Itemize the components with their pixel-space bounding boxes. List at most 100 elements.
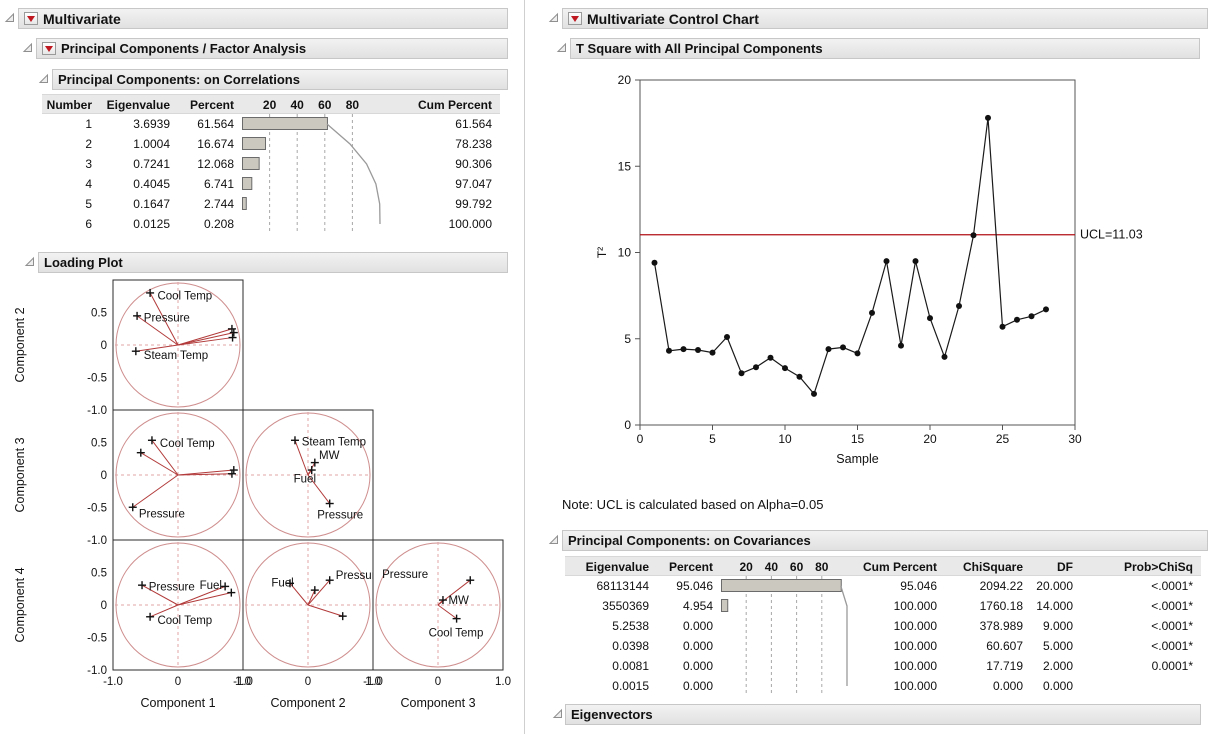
- table-cell: 100.000: [893, 679, 937, 693]
- scree-chart-covariances[interactable]: [721, 576, 849, 696]
- red-triangle-menu-icon[interactable]: [24, 12, 38, 25]
- data-point[interactable]: [854, 350, 861, 357]
- disclosure-triangle[interactable]: [548, 534, 559, 545]
- table-cell: 378.989: [979, 619, 1023, 633]
- data-point[interactable]: [999, 323, 1006, 330]
- tsquare-chart-canvas[interactable]: 0 5 10 15 20 0 5 10 15 20 25 30 UCL=11.03 T² Sample: [560, 60, 1212, 490]
- scree-bar[interactable]: [242, 197, 247, 210]
- disclosure-triangle[interactable]: [38, 73, 49, 84]
- data-point[interactable]: [956, 303, 962, 309]
- data-point[interactable]: [912, 258, 919, 265]
- data-point[interactable]: [840, 344, 846, 351]
- scree-axis-tick: 60: [789, 560, 804, 574]
- data-point[interactable]: [883, 258, 890, 265]
- section-title-control-chart: Multivariate Control Chart: [587, 10, 759, 27]
- y-tick-label: 10: [618, 246, 632, 260]
- y-tick-label: 15: [618, 159, 632, 173]
- data-point[interactable]: [941, 353, 948, 360]
- loading-vector: [437, 599, 444, 606]
- scree-bar[interactable]: [242, 177, 253, 190]
- table-cell: 68113144: [596, 579, 650, 593]
- scree-bar[interactable]: [242, 157, 260, 170]
- y-tick-label: 0.5: [91, 308, 107, 320]
- data-point[interactable]: [825, 346, 832, 353]
- disclosure-triangle[interactable]: [552, 708, 563, 719]
- data-point[interactable]: [724, 334, 730, 340]
- data-point[interactable]: [1014, 316, 1020, 323]
- data-point[interactable]: [738, 370, 745, 377]
- disclosure-triangle[interactable]: [24, 256, 35, 267]
- data-point[interactable]: [695, 347, 701, 353]
- table-cell: 100.000: [893, 639, 937, 653]
- table-cell: 5.000: [1042, 639, 1073, 653]
- table-cell: 0.000: [992, 679, 1023, 693]
- loading-cell[interactable]: Fuel Pressure: [245, 542, 382, 668]
- disclosure-triangle[interactable]: [556, 42, 567, 53]
- data-point[interactable]: [1043, 306, 1049, 313]
- table-cell: 1: [85, 117, 92, 131]
- table-row: 0.0081 0.000 100.000 17.719 2.000 0.0001*: [565, 656, 1201, 676]
- table-cell: 6: [85, 217, 92, 231]
- data-point[interactable]: [753, 364, 759, 371]
- red-triangle-menu-icon[interactable]: [568, 12, 582, 25]
- data-point[interactable]: [898, 342, 904, 349]
- ucl-label: UCL=11.03: [1080, 228, 1143, 242]
- data-point[interactable]: [869, 309, 875, 316]
- data-point[interactable]: [680, 346, 687, 353]
- scree-axis-tick: 20: [262, 98, 277, 112]
- loading-cell[interactable]: Cool Temp Pressure Steam Temp: [115, 282, 241, 408]
- row-axis-label: Component 3: [13, 437, 27, 512]
- red-triangle-menu-icon[interactable]: [42, 42, 56, 55]
- x-tick-label: 5: [709, 432, 716, 446]
- panel-splitter[interactable]: [524, 0, 525, 734]
- table-header-row: Eigenvalue Percent 20 40 60 80 Cum Percent ChiS…: [565, 556, 1201, 576]
- data-point[interactable]: [1028, 313, 1035, 320]
- scree-bar[interactable]: [721, 599, 729, 612]
- loading-plot-canvas[interactable]: 0.5 0 -0.5 -1.0 Component 2 0.5 0 -0.5 -1.0 Compo…: [8, 276, 513, 722]
- disclosure-triangle[interactable]: [4, 12, 15, 23]
- x-tick-label: 1.0: [495, 676, 511, 688]
- data-point[interactable]: [985, 114, 991, 121]
- scree-chart-correlations[interactable]: [242, 114, 382, 234]
- table-cell: 0.0001*: [1151, 659, 1193, 673]
- table-cell: 0.000: [1042, 679, 1073, 693]
- data-point[interactable]: [782, 365, 788, 372]
- table-cell: 9.000: [1042, 619, 1073, 633]
- table-cell: 0.000: [682, 619, 713, 633]
- data-point[interactable]: [927, 315, 933, 322]
- red-triangle-icon: [27, 15, 35, 22]
- column-header: Prob>ChiSq: [1123, 560, 1193, 574]
- variable-label: Cool Temp: [429, 627, 484, 639]
- table-cell: 61.564: [455, 117, 492, 131]
- table-cell: 3550369: [602, 599, 649, 613]
- table-cell: 0.000: [682, 639, 713, 653]
- data-point[interactable]: [709, 349, 716, 356]
- data-point[interactable]: [796, 373, 803, 380]
- scree-bar[interactable]: [721, 579, 842, 592]
- data-point[interactable]: [970, 232, 977, 239]
- outline-header-factor-analysis: Principal Components / Factor Analysis: [36, 38, 508, 59]
- table-cell: 95.046: [676, 579, 713, 593]
- y-axis-label: T²: [595, 247, 609, 258]
- loading-cell[interactable]: Pressure Fuel Cool Temp: [115, 542, 241, 668]
- variable-label: Steam Temp: [144, 350, 208, 362]
- loading-vector: [177, 592, 232, 606]
- scree-bar[interactable]: [242, 117, 328, 130]
- loading-cell[interactable]: Cool Temp Pressure: [115, 412, 241, 538]
- table-cell: 4.954: [682, 599, 713, 613]
- loading-vector: [177, 337, 233, 346]
- x-tick-label: 0: [637, 432, 644, 446]
- disclosure-triangle[interactable]: [548, 12, 559, 23]
- x-tick-label: 25: [996, 432, 1010, 446]
- data-point[interactable]: [811, 390, 817, 397]
- variable-label: Pressure: [382, 569, 428, 581]
- loading-cell[interactable]: Pressure MW Cool Temp: [375, 542, 501, 668]
- loading-vector: [307, 589, 316, 606]
- data-point[interactable]: [666, 347, 672, 354]
- outline-header-correlations: Principal Components: on Correlations: [52, 69, 508, 90]
- scree-bar[interactable]: [242, 137, 267, 150]
- disclosure-triangle[interactable]: [22, 42, 33, 53]
- data-point[interactable]: [651, 259, 658, 266]
- data-point[interactable]: [767, 354, 774, 361]
